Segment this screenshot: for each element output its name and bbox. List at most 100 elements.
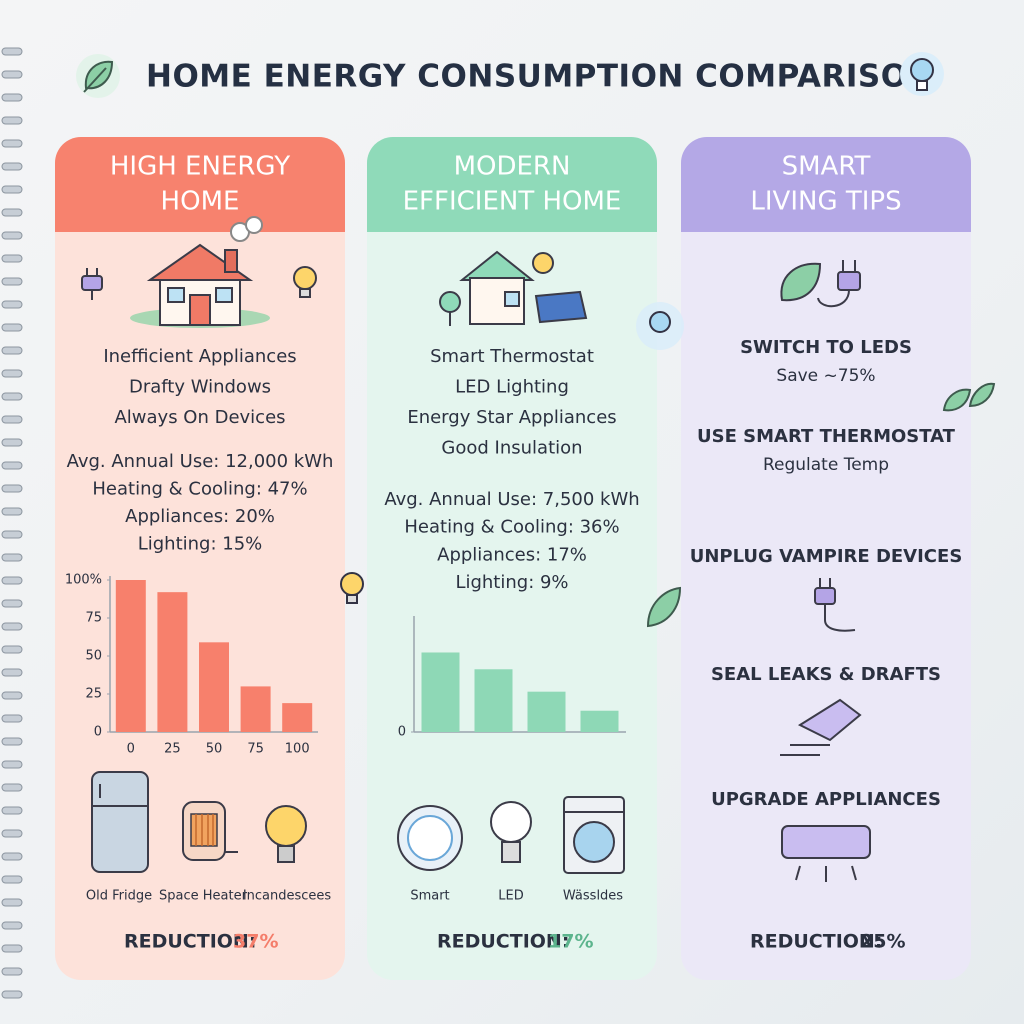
floating-bulb (340, 572, 364, 604)
x-tick-label: 0 (127, 742, 135, 757)
icon-label: LED (498, 889, 523, 904)
tip-note: Save ~75% (776, 366, 875, 386)
tip-title: USE SMART THERMOSTAT (697, 426, 956, 447)
stat-item: Lighting: 15% (138, 534, 263, 555)
stat-item: Appliances: 17% (437, 544, 587, 565)
binding-ring (1, 47, 23, 56)
bar (421, 652, 460, 732)
tip-title: UPGRADE APPLIANCES (711, 789, 941, 810)
stat-item: Avg. Annual Use: 12,000 kWh (67, 451, 334, 472)
binding-ring (1, 760, 23, 769)
binding-ring (1, 208, 23, 217)
icon-label: Wässldes (563, 889, 623, 904)
house-icon (130, 216, 270, 328)
fridge-icon (91, 771, 149, 873)
plug-icon (81, 268, 103, 300)
bar (474, 669, 513, 732)
binding-ring (1, 898, 23, 907)
y-tick-label: 25 (85, 687, 102, 702)
binding-ring (1, 231, 23, 240)
reduction-value: 25% (860, 931, 905, 953)
reduction-label: REDUCTION: (124, 931, 256, 953)
binding-ring (1, 70, 23, 79)
binding-ring (1, 438, 23, 447)
unplug-icon (814, 578, 856, 632)
page-title: HOME ENERGY CONSUMPTION COMPARISON (146, 59, 934, 95)
floating-leaf (646, 382, 996, 628)
binding-ring (1, 806, 23, 815)
binding-ring (1, 530, 23, 539)
y-tick-label: 0 (94, 725, 102, 740)
bar (282, 703, 313, 732)
panel-title: MODERN (454, 152, 571, 182)
x-tick-label: 25 (164, 742, 181, 757)
stat-item: Heating & Cooling: 36% (404, 517, 619, 538)
led-icon (490, 801, 532, 863)
y-tick-label: 0 (398, 725, 406, 740)
incandescent-icon (265, 805, 307, 863)
binding-ring (1, 691, 23, 700)
binding-ring (1, 139, 23, 148)
binding-ring (1, 553, 23, 562)
panel-title: HIGH ENERGY (110, 152, 290, 182)
bar (240, 686, 271, 732)
x-tick-label: 100 (285, 742, 310, 757)
tip-note: Regulate Temp (763, 455, 889, 475)
tip-title: SEAL LEAKS & DRAFTS (711, 664, 941, 685)
icon-label: Old Fridge (86, 889, 152, 904)
icon-label: Space Heater (159, 889, 248, 904)
feature-item: Inefficient Appliances (103, 346, 296, 367)
heater-icon (182, 801, 238, 861)
binding-ring (1, 484, 23, 493)
binding-ring (1, 369, 23, 378)
binding-ring (1, 921, 23, 930)
binding-ring (1, 116, 23, 125)
bar (580, 710, 619, 732)
panel-title: EFFICIENT HOME (403, 187, 622, 217)
binding-ring (1, 392, 23, 401)
y-tick-label: 100% (65, 573, 102, 588)
binding-ring (1, 783, 23, 792)
feature-item: Always On Devices (114, 407, 285, 428)
binding-ring (1, 829, 23, 838)
binding-ring (1, 714, 23, 723)
stat-item: Appliances: 20% (125, 506, 275, 527)
binding-ring (1, 852, 23, 861)
binding-ring (1, 967, 23, 976)
stat-item: Heating & Cooling: 47% (92, 479, 307, 500)
binding-ring (1, 346, 23, 355)
feature-item: Smart Thermostat (430, 346, 594, 367)
bar (115, 580, 146, 732)
feature-item: Energy Star Appliances (407, 407, 616, 428)
panel-modern-efficient: MODERN EFFICIENT HOME Smart Thermostat LE… (367, 137, 657, 980)
washer-icon (563, 796, 625, 874)
binding-ring (1, 254, 23, 263)
reduction-value: 37% (233, 931, 278, 953)
title-leaf-icon (76, 54, 120, 98)
binding-ring (1, 162, 23, 171)
binding-ring (1, 737, 23, 746)
panel-title: HOME (161, 187, 240, 217)
bar (199, 642, 229, 732)
binding-ring (1, 507, 23, 516)
binding-ring (1, 645, 23, 654)
x-tick-label: 50 (206, 742, 223, 757)
bar (527, 691, 566, 732)
spiral-binding (1, 47, 23, 999)
binding-ring (1, 875, 23, 884)
feature-item: LED Lighting (455, 377, 569, 398)
icon-label: Smart (410, 889, 449, 904)
binding-ring (1, 576, 23, 585)
leaf-plug-icon (780, 260, 861, 308)
title-bulb-icon (900, 52, 944, 96)
bulb-icon (293, 266, 317, 298)
reduction-value: 17% (548, 931, 593, 953)
ac-icon (781, 825, 871, 882)
binding-ring (1, 461, 23, 470)
tip-title: UNPLUG VAMPIRE DEVICES (690, 546, 963, 567)
stat-item: Lighting: 9% (455, 572, 568, 593)
binding-ring (1, 93, 23, 102)
x-tick-label: 75 (247, 742, 264, 757)
binding-ring (1, 668, 23, 677)
